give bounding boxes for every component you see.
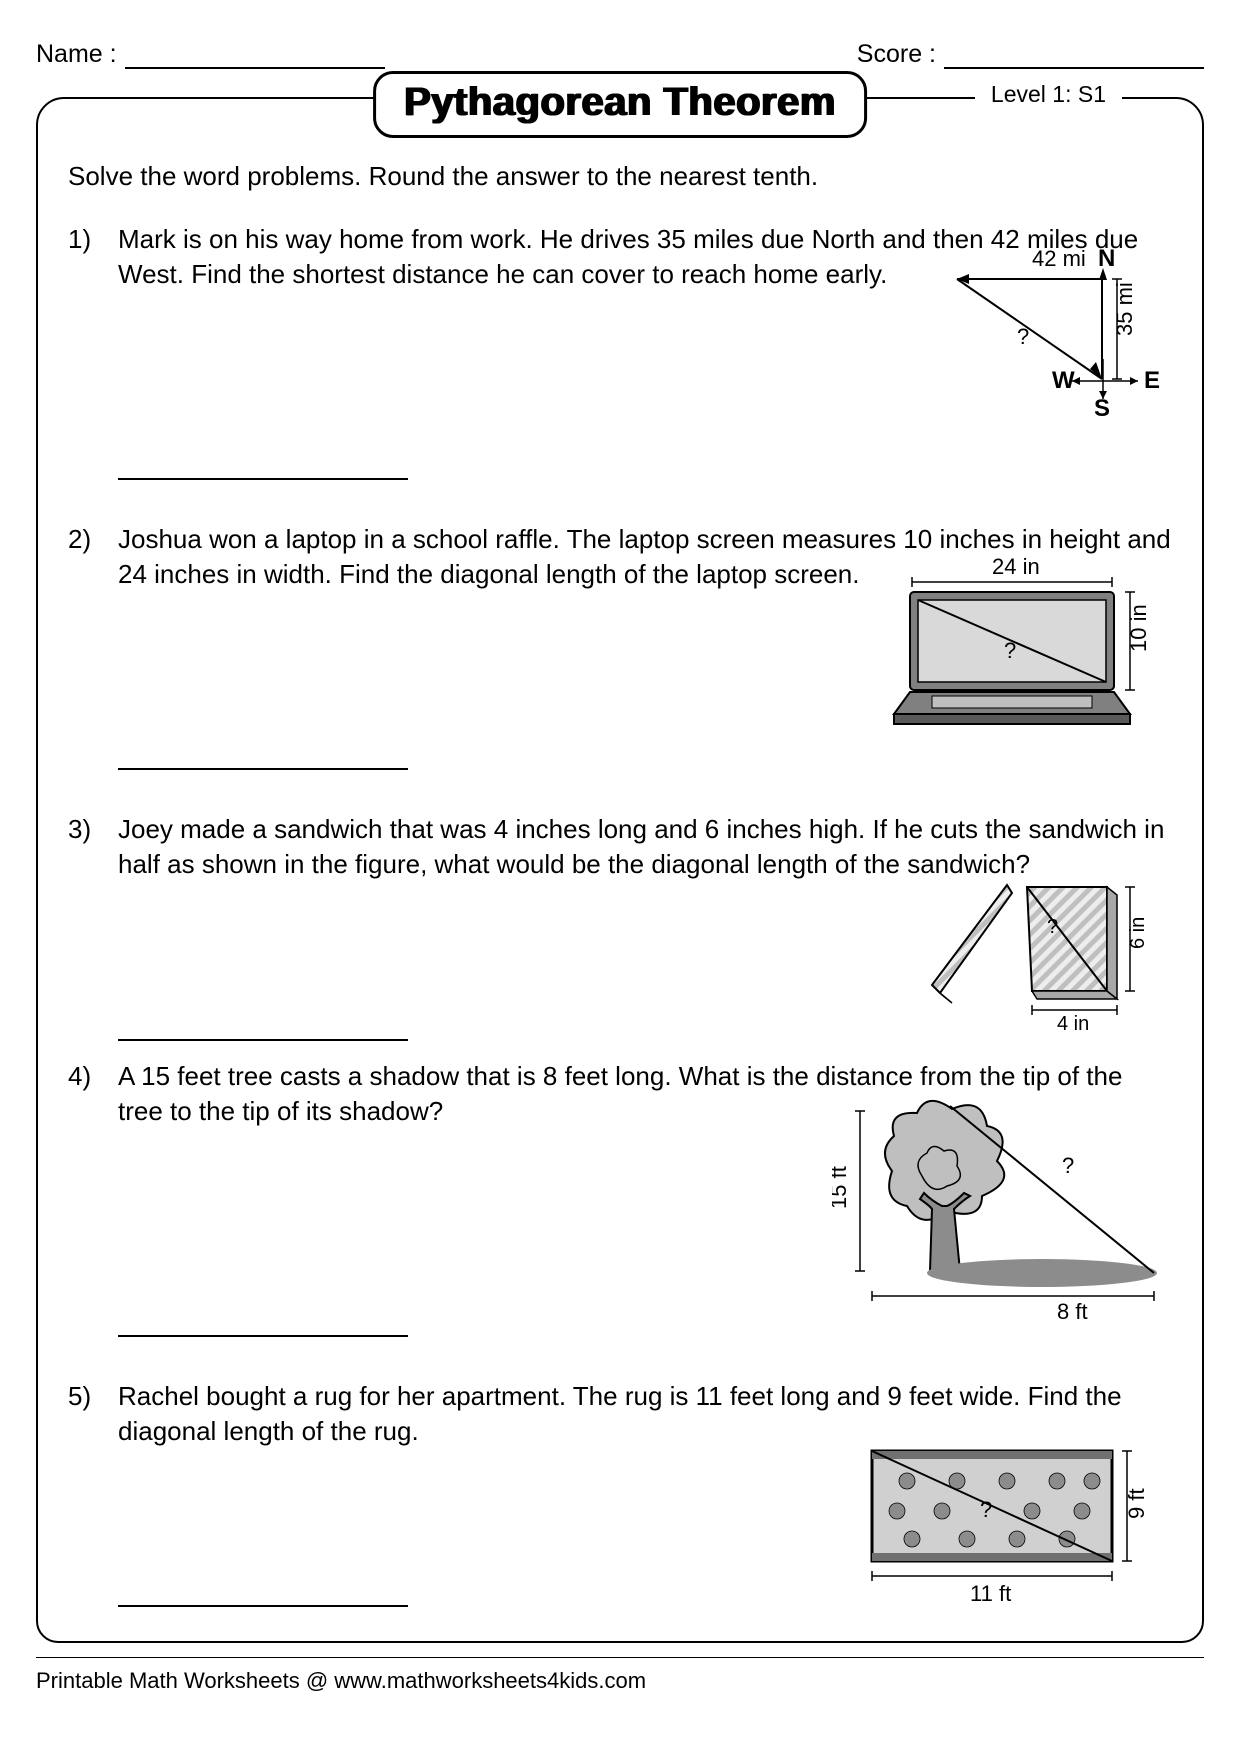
figure-tree: 15 ft ? 8 ft (832, 1081, 1172, 1336)
problem-number: 5) (68, 1379, 100, 1449)
compass-w: W (1052, 367, 1075, 394)
problem-text: Rachel bought a rug for her apartment. T… (118, 1379, 1172, 1449)
figure-rug: ? 9 ft 11 ft (852, 1441, 1172, 1626)
compass-e: E (1144, 367, 1160, 394)
score-label: Score : (857, 40, 936, 69)
fig2-height-label: 10 in (1126, 605, 1151, 653)
problem-number: 1) (68, 222, 100, 292)
fig2-diag-label: ? (1004, 638, 1016, 663)
fig5-width: 11 ft (970, 1581, 1011, 1606)
answer-line-2[interactable] (118, 764, 408, 770)
fig3-height: 6 in (1127, 916, 1149, 948)
answer-line-1[interactable] (118, 474, 408, 480)
name-field: Name : (36, 40, 385, 69)
fig1-top-label: 42 mi (1032, 246, 1086, 271)
fig4-height: 15 ft (832, 1166, 851, 1209)
figure-laptop: 24 in ? 10 in (882, 554, 1172, 759)
name-blank-line[interactable] (125, 45, 385, 69)
fig3-diag: ? (1047, 916, 1058, 938)
fig1-hyp-label: ? (1017, 324, 1029, 349)
problem-number: 3) (68, 812, 100, 882)
fig2-width-label: 24 in (992, 554, 1040, 579)
main-border: Pythagorean Theorem Level 1: S1 Solve th… (36, 97, 1204, 1643)
problem-5: 5) Rachel bought a rug for her apartment… (68, 1379, 1172, 1449)
figure-compass: 42 mi ? 35 mi N S W (912, 244, 1172, 459)
problem-number: 4) (68, 1059, 100, 1129)
fig4-hyp: ? (1062, 1153, 1074, 1178)
answer-line-5[interactable] (118, 1601, 408, 1607)
fig5-diag: ? (980, 1497, 992, 1522)
worksheet-title: Pythagorean Theorem (373, 71, 867, 138)
compass-n: N (1098, 245, 1115, 272)
fig3-width: 4 in (1057, 1013, 1089, 1035)
score-blank-line[interactable] (944, 45, 1204, 69)
score-field: Score : (857, 40, 1204, 69)
fig1-right-label: 35 mi (1112, 282, 1137, 336)
problem-number: 2) (68, 522, 100, 592)
header-row: Name : Score : (36, 40, 1204, 69)
footer-text: Printable Math Worksheets @ www.mathwork… (36, 1657, 1204, 1694)
fig5-height: 9 ft (1124, 1488, 1149, 1519)
answer-line-4[interactable] (118, 1331, 408, 1337)
worksheet-frame: Pythagorean Theorem Level 1: S1 Solve th… (36, 97, 1204, 1643)
compass-s: S (1094, 395, 1110, 422)
fig4-shadow: 8 ft (1057, 1299, 1088, 1324)
name-label: Name : (36, 40, 117, 69)
figure-sandwich: ? 6 in 4 in (912, 865, 1172, 1050)
level-label: Level 1: S1 (975, 81, 1122, 108)
instructions: Solve the word problems. Round the answe… (68, 161, 1172, 192)
answer-line-3[interactable] (118, 1035, 408, 1041)
